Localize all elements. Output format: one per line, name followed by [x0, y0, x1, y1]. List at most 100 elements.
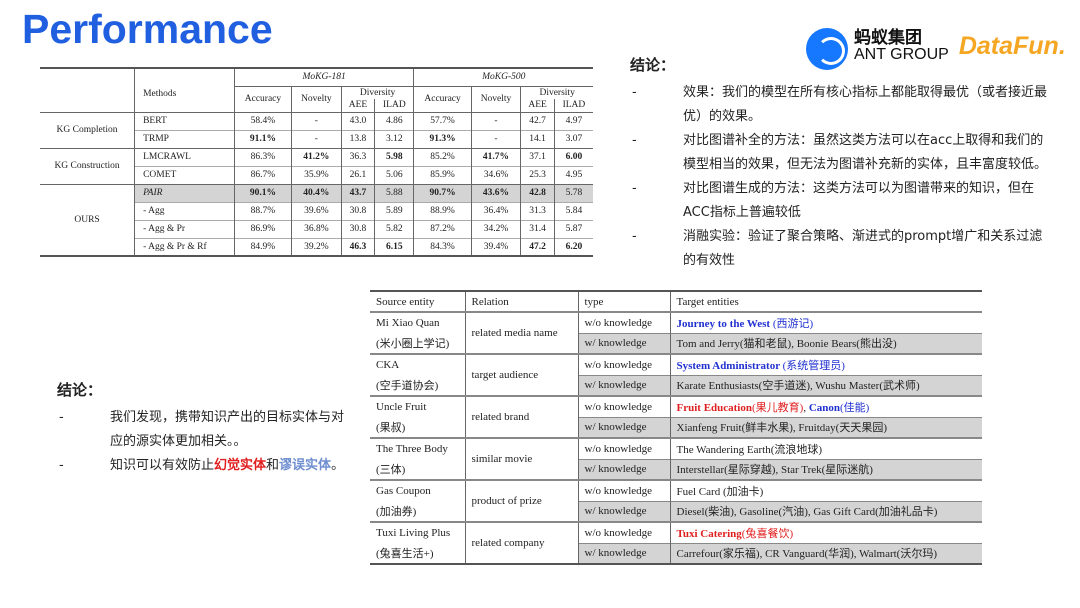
target-entities: The Wandering Earth(流浪地球): [669, 437, 982, 459]
target-entities: Journey to the West (西游记): [669, 311, 982, 333]
group-label: OURS: [40, 183, 135, 256]
metric-value: 86.7%: [234, 165, 292, 184]
type-label: w/ knowledge: [577, 500, 670, 522]
col-header: Accuracy: [413, 85, 472, 112]
metric-value: 5.88: [374, 183, 414, 202]
metric-value: 41.7%: [470, 147, 521, 166]
table-row: KG Construction LMCRAWL 86.3% 41.2% 36.3 5.98…: [40, 147, 593, 184]
method-name: - Agg: [134, 201, 235, 220]
metric-value: 14.1: [520, 129, 555, 148]
target-entities: System Administrator (系统管理员): [669, 353, 982, 375]
col-header: Source entity: [376, 295, 435, 308]
metric-value: -: [470, 111, 521, 130]
col-header: Novelty: [470, 85, 521, 112]
relation: related company: [464, 521, 578, 564]
metric-value: 47.2: [520, 237, 555, 256]
source-entity: The Three Body: [370, 437, 465, 459]
table-row: - Agg & Pr 86.9% 36.8% 30.8 5.82 87.2% 34.2% 31…: [40, 219, 593, 238]
metric-value: 91.3%: [413, 129, 472, 148]
metric-value: 85.9%: [413, 165, 472, 184]
table-row: Uncle Fruit related brand w/o knowledge Fru…: [370, 395, 982, 438]
text-segment: Interstellar(星际穿越), Star Trek(星际迷航): [676, 464, 873, 477]
performance-table: MoKG-181 MoKG-500 Methods Accuracy Novel…: [40, 67, 593, 257]
metric-value: 43.0: [340, 111, 375, 130]
text-segment: Carrefour(家乐福), CR Vanguard(华润), Walmart…: [676, 548, 938, 561]
text-segment: 和: [266, 458, 280, 473]
table-row: (三体) w/ knowledge Interstellar(星际穿越), Star…: [370, 458, 982, 480]
metric-value: 39.2%: [291, 237, 342, 256]
type-label: w/o knowledge: [577, 479, 670, 501]
table-row: - Agg 88.7% 39.6% 30.8 5.89 88.9% 36.4% 31.3 5.8…: [40, 201, 593, 220]
metric-value: 58.4%: [234, 111, 292, 130]
type-label: w/o knowledge: [577, 311, 670, 333]
type-label: w/o knowledge: [577, 353, 670, 375]
ant-logo-en: ANT GROUP: [854, 45, 949, 63]
method-name: TRMP: [134, 129, 235, 148]
metric-value: 26.1: [340, 165, 375, 184]
text-segment: Diesel(柴油), Gasoline(汽油), Gas Gift Card(…: [676, 506, 938, 519]
metric-value: 30.8: [340, 201, 375, 220]
metric-value: 57.7%: [413, 111, 472, 130]
source-entity-cn: (空手道协会): [376, 380, 439, 392]
metric-value: 86.3%: [234, 147, 292, 166]
col-header: Novelty: [291, 85, 342, 112]
logos: 蚂蚁集团 ANT GROUP DataFun.: [806, 24, 1066, 70]
target-entities: Fruit Education(果儿教育), Canon(佳能): [669, 395, 982, 417]
target-entities: Carrefour(家乐福), CR Vanguard(华润), Walmart…: [669, 542, 982, 564]
text-segment: Canon: [808, 401, 840, 414]
conclusion-heading: 结论：: [57, 381, 103, 399]
table-row: TRMP 91.1% -13.8 3.12 91.3% -14.1 3.07: [40, 129, 593, 148]
text-segment: Tuxi Catering: [676, 527, 742, 540]
source-entity: CKA: [370, 353, 465, 375]
metric-value: 84.3%: [413, 237, 472, 256]
table-row: COMET 86.7% 35.9% 26.1 5.06 85.9% 34.6% 25.3 4.9…: [40, 165, 593, 184]
method-name: PAIR: [134, 183, 235, 202]
metric-value: 86.9%: [234, 219, 292, 238]
table-row: Gas Coupon product of prize w/o knowledge F…: [370, 479, 982, 522]
relation: target audience: [464, 353, 578, 396]
methods-header: Methods: [134, 86, 235, 112]
text-segment: Fuel Card (加油卡): [676, 485, 764, 498]
type-label: w/ knowledge: [577, 332, 670, 354]
method-name: LMCRAWL: [134, 147, 235, 166]
target-entities: Interstellar(星际穿越), Star Trek(星际迷航): [669, 458, 982, 480]
case-study-table: Source entity Relation type Target entit…: [370, 290, 982, 565]
text-segment: ,: [803, 401, 809, 414]
metric-value: 35.9%: [291, 165, 342, 184]
metric-value: 46.3: [340, 237, 375, 256]
source-entity: Tuxi Living Plus: [370, 521, 465, 543]
text-segment: 幻觉实体: [214, 458, 267, 473]
metric-value: 4.97: [553, 111, 593, 130]
metric-value: 6.15: [374, 237, 414, 256]
text-segment: Karate Enthusiasts(空手道迷), Wushu Master(武…: [676, 380, 920, 393]
target-entities: Tuxi Catering(兔喜餐饮): [669, 521, 982, 543]
metric-value: 31.4: [520, 219, 555, 238]
metric-value: 4.95: [553, 165, 593, 184]
page-title: Performance: [22, 6, 273, 52]
metric-value: 85.2%: [413, 147, 472, 166]
metric-value: 36.8%: [291, 219, 342, 238]
metric-value: 34.6%: [470, 165, 521, 184]
metric-value: 5.87: [553, 219, 593, 238]
col-header: ILAD: [553, 99, 593, 112]
source-entity: Uncle Fruit: [370, 395, 465, 417]
metric-value: 84.9%: [234, 237, 292, 256]
metric-value: 6.20: [553, 237, 593, 256]
conclusion-item: 消融实验：验证了聚合策略、渐进式的prompt增广和关系过滤的有效性: [630, 225, 1050, 273]
text-segment: (佳能): [840, 401, 870, 414]
target-entities: Karate Enthusiasts(空手道迷), Wushu Master(武…: [669, 374, 982, 396]
dataset-header: MoKG-500: [413, 68, 593, 86]
relation: related media name: [464, 311, 578, 354]
metric-value: 5.89: [374, 201, 414, 220]
text-segment: Fruit Education: [676, 401, 752, 414]
metric-value: -: [291, 111, 342, 130]
table-row: (加油券) w/ knowledge Diesel(柴油), Gasoline(汽油…: [370, 500, 982, 522]
table-row: (兔喜生活+) w/ knowledge Carrefour(家乐福), CR Va…: [370, 542, 982, 564]
text-segment: Journey to the West: [676, 317, 773, 330]
metric-value: 43.7: [340, 183, 375, 202]
ant-group-logo: 蚂蚁集团 ANT GROUP: [854, 28, 949, 64]
table-row: (果叔) w/ knowledge Xianfeng Fruit(鲜丰水果), Fr…: [370, 416, 982, 438]
text-segment: (果儿教育): [751, 401, 804, 414]
metric-value: 39.4%: [470, 237, 521, 256]
type-label: w/o knowledge: [577, 395, 670, 417]
